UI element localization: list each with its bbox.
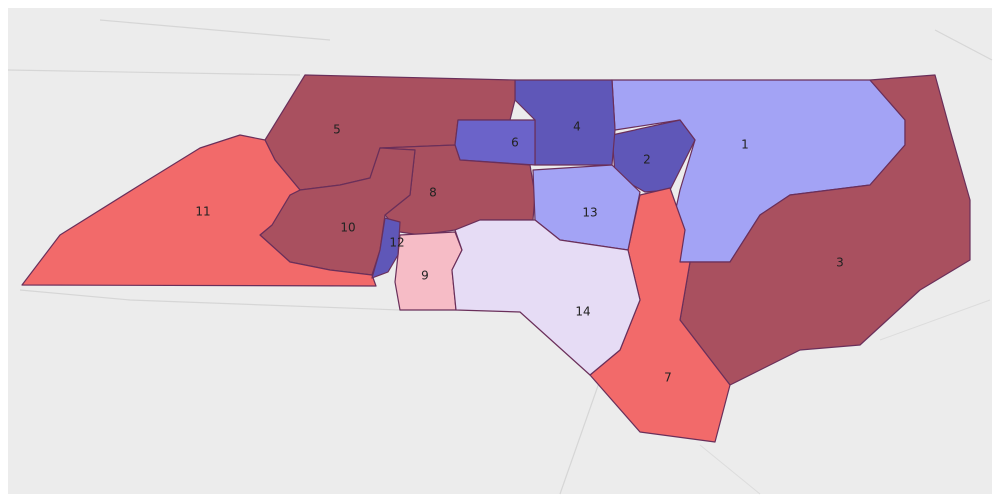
district bbox=[514, 79, 616, 166]
district bbox=[454, 119, 536, 166]
district-label: 11 bbox=[195, 205, 210, 219]
district-label: 9 bbox=[421, 269, 429, 283]
districts bbox=[21, 74, 971, 443]
district-label: 4 bbox=[573, 120, 581, 134]
state-border bbox=[7, 19, 993, 495]
district-label: 2 bbox=[643, 153, 651, 167]
district-label: 6 bbox=[511, 136, 519, 150]
district-label: 3 bbox=[836, 256, 844, 270]
district-label: 14 bbox=[575, 305, 590, 319]
district-label: 1 bbox=[741, 138, 749, 152]
district bbox=[451, 219, 641, 376]
district-label: 5 bbox=[333, 123, 341, 137]
district-label: 7 bbox=[664, 371, 672, 385]
district-label: 12 bbox=[389, 236, 404, 250]
district-label: 13 bbox=[582, 206, 597, 220]
district bbox=[371, 217, 401, 279]
district-label: 8 bbox=[429, 186, 437, 200]
district-label: 10 bbox=[340, 221, 355, 235]
district bbox=[21, 134, 377, 287]
coast-line bbox=[699, 299, 991, 495]
